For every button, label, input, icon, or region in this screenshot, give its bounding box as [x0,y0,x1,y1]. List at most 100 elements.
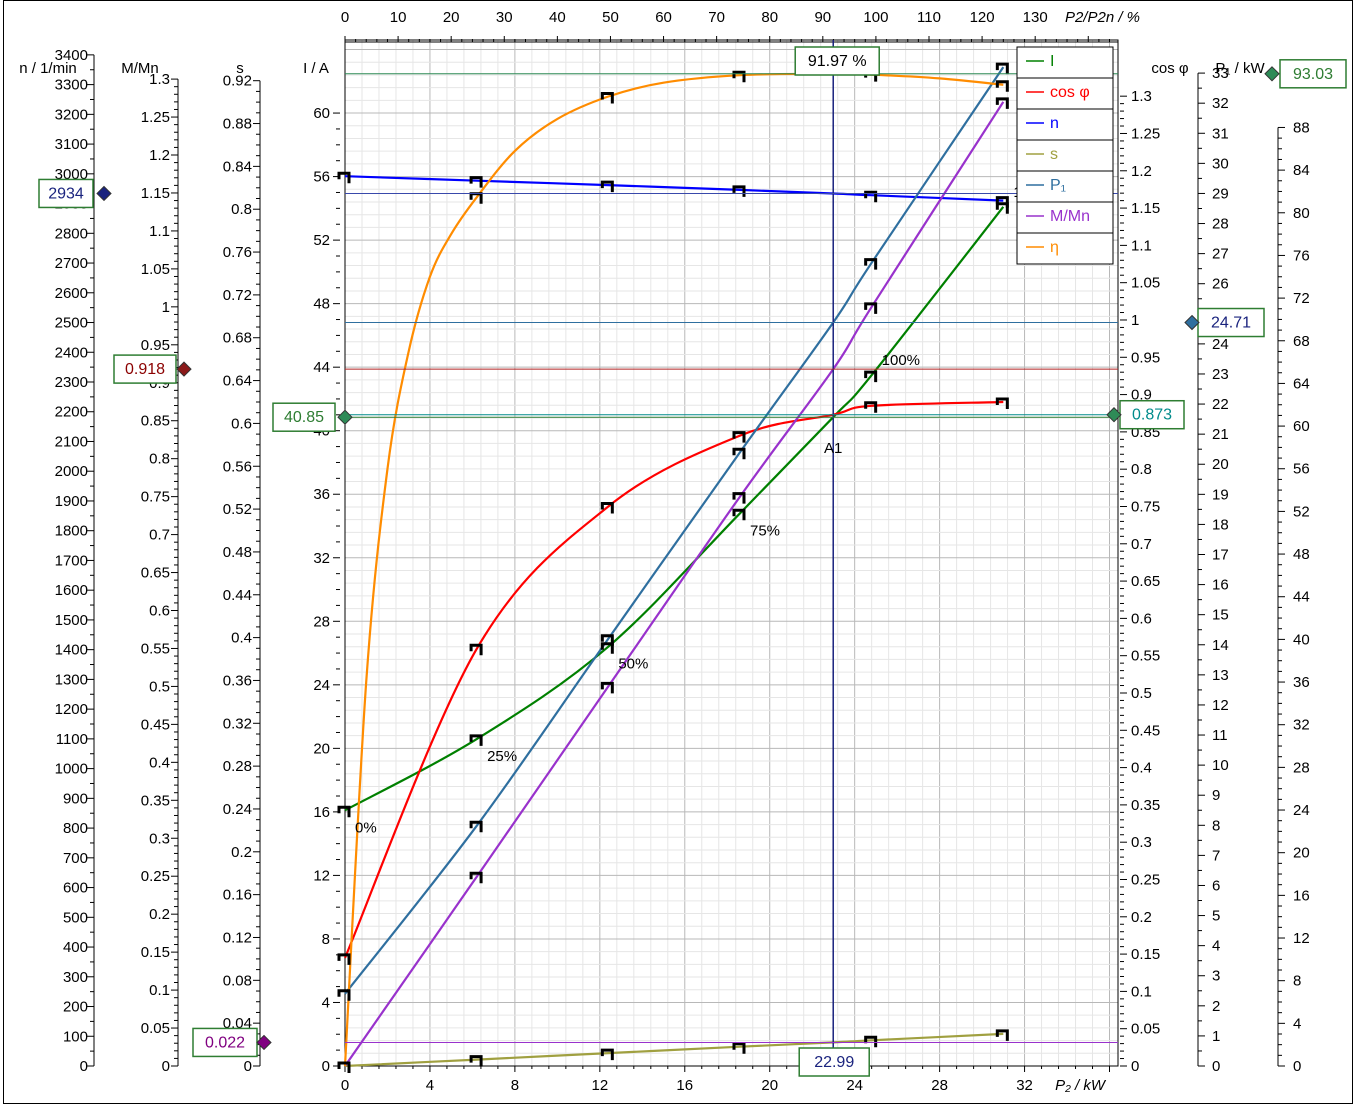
axis-tick-label-cos: 0.6 [1131,610,1152,627]
top-axis-tick-label: 0 [341,9,349,26]
axis-tick-label-M: 0.55 [141,640,170,657]
legend-label: I [1050,53,1054,70]
axis-tick-label-eta: 4 [1293,1015,1301,1032]
axis-tick-label-s: 0.48 [223,544,252,561]
axis-tick-label-P1: 4 [1212,938,1220,955]
load-point-marker [732,431,746,443]
cursor-readout-box [794,46,880,76]
axis-title-M: M/Mn [121,60,159,77]
load-point-label: 50% [618,656,648,673]
cursor-readout-box [113,354,177,384]
axis-tick-label-M: 0.65 [141,565,170,582]
axis-tick-label-I: 16 [313,804,330,821]
axis-tick-label-eta: 52 [1293,503,1310,520]
axis-tick-label-n: 2000 [55,463,88,480]
load-point-marker [337,989,351,1001]
cursor-diamond [256,1034,272,1051]
axis-tick-label-P1: 29 [1212,185,1229,202]
axis-tick-label-s: 0.72 [223,287,252,304]
axis-tick-label-P1: 19 [1212,486,1229,503]
cursor-readout-box [38,178,94,209]
axis-tick-label-eta: 60 [1293,418,1310,435]
load-point-marker [600,634,614,646]
axis-tick-label-M: 0.7 [149,527,170,544]
axis-tick-label-n: 200 [63,999,88,1016]
axis-tick-label-eta: 76 [1293,247,1310,264]
axis-tick-label-I: 24 [313,677,330,694]
axis-tick-label-P1: 13 [1212,667,1229,684]
axis-tick-label-P1: 28 [1212,216,1229,233]
legend-label: M/Mn [1050,208,1090,225]
top-axis-tick-label: 40 [549,9,566,26]
cursor-readout-box [1197,307,1265,338]
axis-tick-label-I: 60 [313,105,330,122]
legend-item [1016,77,1114,110]
axis-tick-label-P1: 16 [1212,577,1229,594]
cursor-readout-box [798,1047,870,1077]
axis-tick-label-P1: 30 [1212,155,1229,172]
axis-tick-label-P1: 27 [1212,246,1229,263]
cursor-readout-value: 24.71 [1211,315,1251,332]
axis-tick-label-eta: 0 [1293,1058,1301,1075]
axis-tick-label-M: 0.6 [149,603,170,620]
axis-tick-label-n: 2400 [55,344,88,361]
axis-title-n: n / 1/min [19,60,77,77]
axis-tick-label-cos: 0.15 [1131,946,1160,963]
load-point-marker [469,1055,483,1067]
axis-tick-label-M: 1.1 [149,223,170,240]
axis-tick-label-P1: 9 [1212,787,1220,804]
axis-tick-label-s: 0.12 [223,929,252,946]
axis-tick-label-n: 1500 [55,612,88,629]
axis-tick-label-n: 2300 [55,374,88,391]
axis-tick-label-cos: 0.2 [1131,909,1152,926]
legend-item [1016,139,1114,172]
axis-tick-label-cos: 0.35 [1131,797,1160,814]
axis-title-cos: cos φ [1151,60,1189,77]
axis-tick-label-P1: 6 [1212,877,1220,894]
cursor-diamond [96,185,112,202]
axis-tick-label-eta: 12 [1293,930,1310,947]
axis-tick-label-M: 1.2 [149,147,170,164]
cursor-diamond [1106,407,1122,423]
axis-tick-label-eta: 80 [1293,205,1310,222]
axis-tick-label-M: 0 [162,1058,170,1075]
axis-tick-label-P1: 5 [1212,908,1220,925]
load-point-marker [864,401,878,413]
axis-tick-label-s: 0.44 [223,587,252,604]
axis-tick-label-n: 3400 [55,47,88,64]
curve-n [344,175,1004,202]
axis-tick-label-eta: 28 [1293,759,1310,776]
load-point-marker [337,171,351,184]
legend-label: η [1050,239,1059,256]
axis-tick-label-n: 2600 [55,285,88,302]
axis-tick-label-eta: 24 [1293,802,1310,819]
axis-tick-label-n: 500 [63,909,88,926]
axis-tick-label-n: 1400 [55,642,88,659]
axis-tick-label-cos: 1.25 [1131,125,1160,142]
axis-tick-label-cos: 0.95 [1131,349,1160,366]
x-axis-tick-label: 28 [931,1077,948,1094]
x-axis-tick-label: 32 [1016,1077,1033,1094]
axis-tick-label-s: 0.76 [223,244,252,261]
axis-title-P1: P₁ / kW [1215,60,1265,77]
axis-tick-label-M: 0.8 [149,451,170,468]
top-axis-tick-label: 10 [390,9,407,26]
cursor-diamond [176,361,192,377]
axis-tick-label-cos: 0.55 [1131,648,1160,665]
axis-tick-label-P1: 21 [1212,426,1229,443]
axis-tick-label-cos: 1.05 [1131,275,1160,292]
axis-tick-label-cos: 0.5 [1131,685,1152,702]
axis-tick-label-n: 1900 [55,493,88,510]
axis-tick-label-eta: 88 [1293,119,1310,136]
axis-tick-label-n: 700 [63,850,88,867]
cursor-readout-value: 0.022 [205,1034,245,1051]
cursor-readout-box [272,402,336,432]
load-point-marker [469,734,483,746]
axis-tick-label-P1: 18 [1212,516,1229,533]
axis-tick-label-M: 0.85 [141,413,170,430]
axis-tick-label-M: 1.05 [141,261,170,278]
axis-tick-label-cos: 0.45 [1131,722,1160,739]
top-axis-tick-label: 80 [761,9,778,26]
